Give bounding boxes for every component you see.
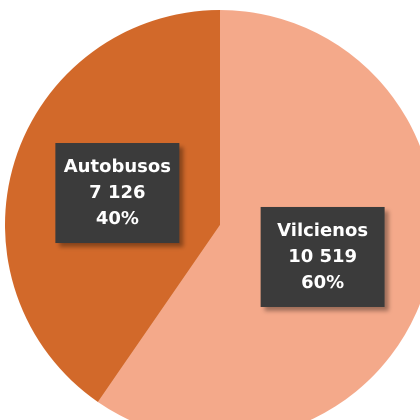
category-label: Autobusos xyxy=(64,156,171,177)
percent-label: 40% xyxy=(96,208,139,229)
data-label: Autobusos 7 126 40% xyxy=(55,143,180,244)
labels: Vilcienos 10 519 60% Autobusos 7 126 40% xyxy=(55,143,385,307)
value-label: 10 519 xyxy=(288,246,357,267)
pie-slice xyxy=(97,10,420,420)
label-box xyxy=(55,143,180,244)
label-box xyxy=(260,206,385,307)
category-label: Vilcienos xyxy=(277,220,368,241)
percent-label: 60% xyxy=(301,272,344,293)
value-label: 7 126 xyxy=(89,182,145,203)
data-label: Vilcienos 10 519 60% xyxy=(260,206,385,307)
